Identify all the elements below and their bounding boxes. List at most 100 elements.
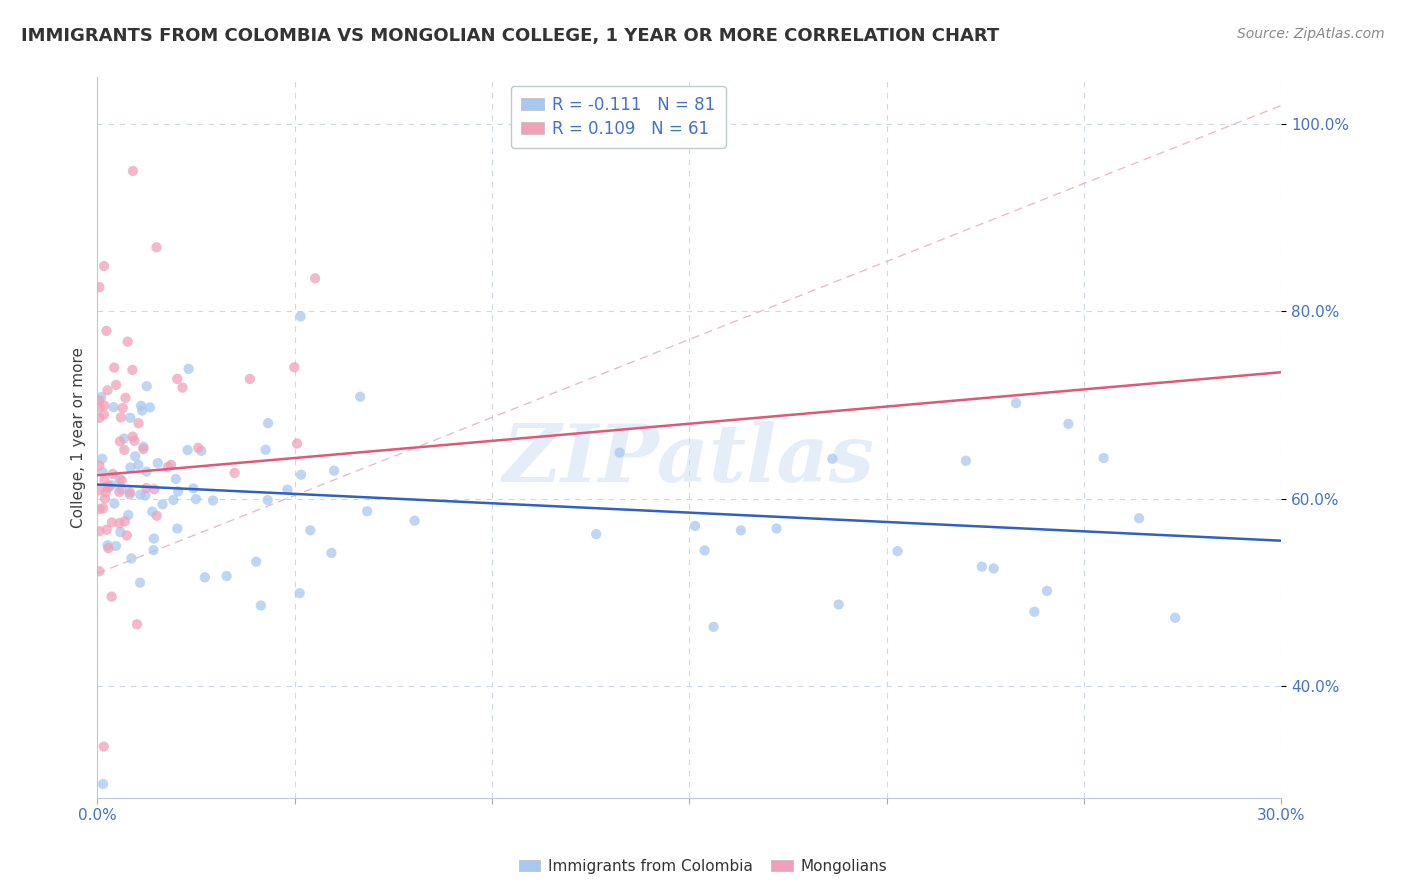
Point: [183, 482, 205, 496]
Point: [104, 539, 127, 553]
Point: [91, 451, 114, 466]
Point: [129, 399, 152, 413]
Legend: R = -0.111   N = 81, R = 0.109   N = 61: R = -0.111 N = 81, R = 0.109 N = 61: [510, 86, 725, 147]
Point: [89, 393, 111, 408]
Point: [96, 324, 118, 338]
Point: [93, 259, 115, 273]
Point: [290, 310, 312, 324]
Point: [124, 434, 146, 448]
Point: [142, 543, 165, 558]
Point: [245, 555, 267, 569]
Point: [134, 488, 156, 502]
Point: [93, 473, 115, 487]
Point: [108, 472, 131, 486]
Point: [165, 472, 187, 486]
Point: [283, 360, 305, 375]
Point: [110, 410, 132, 425]
Point: [89, 564, 111, 578]
Point: [167, 484, 190, 499]
Point: [122, 164, 145, 178]
Text: Source: ZipAtlas.com: Source: ZipAtlas.com: [1237, 27, 1385, 41]
Point: [1024, 605, 1046, 619]
Point: [190, 443, 212, 458]
Point: [250, 599, 273, 613]
Point: [172, 381, 194, 395]
Point: [187, 441, 209, 455]
Point: [145, 240, 167, 254]
Point: [152, 497, 174, 511]
Point: [91, 466, 114, 480]
Point: [827, 598, 849, 612]
Point: [117, 508, 139, 522]
Point: [111, 401, 134, 415]
Point: [93, 399, 115, 413]
Point: [93, 739, 115, 754]
Point: [135, 465, 157, 479]
Point: [886, 544, 908, 558]
Point: [1057, 417, 1080, 431]
Point: [91, 777, 114, 791]
Point: [105, 377, 128, 392]
Point: [110, 525, 132, 540]
Point: [194, 570, 217, 584]
Point: [127, 458, 149, 472]
Point: [89, 401, 111, 415]
Point: [1128, 511, 1150, 525]
Point: [89, 524, 111, 539]
Point: [97, 481, 120, 495]
Point: [108, 434, 131, 449]
Point: [1164, 611, 1187, 625]
Point: [166, 372, 188, 386]
Point: [89, 483, 111, 498]
Point: [96, 523, 118, 537]
Point: [135, 379, 157, 393]
Point: [101, 516, 124, 530]
Point: [585, 527, 607, 541]
Point: [90, 390, 112, 404]
Point: [160, 458, 183, 472]
Point: [349, 390, 371, 404]
Point: [112, 442, 135, 457]
Point: [285, 436, 308, 450]
Point: [89, 410, 111, 425]
Point: [693, 543, 716, 558]
Point: [703, 620, 725, 634]
Point: [132, 442, 155, 457]
Point: [129, 575, 152, 590]
Point: [139, 401, 162, 415]
Point: [100, 590, 122, 604]
Point: [215, 569, 238, 583]
Point: [120, 410, 142, 425]
Point: [114, 514, 136, 528]
Point: [135, 481, 157, 495]
Point: [1092, 450, 1115, 465]
Point: [983, 561, 1005, 575]
Point: [166, 522, 188, 536]
Point: [184, 492, 207, 507]
Point: [89, 458, 111, 473]
Point: [108, 516, 131, 531]
Point: [115, 528, 138, 542]
Point: [103, 496, 125, 510]
Point: [145, 508, 167, 523]
Point: [89, 502, 111, 516]
Point: [131, 403, 153, 417]
Point: [176, 443, 198, 458]
Point: [970, 559, 993, 574]
Point: [730, 524, 752, 538]
Point: [177, 362, 200, 376]
Point: [156, 460, 179, 475]
Point: [143, 482, 166, 496]
Point: [276, 483, 298, 497]
Point: [100, 478, 122, 492]
Point: [404, 514, 426, 528]
Point: [103, 400, 125, 414]
Point: [239, 372, 262, 386]
Point: [103, 360, 125, 375]
Point: [146, 456, 169, 470]
Point: [356, 504, 378, 518]
Point: [323, 464, 346, 478]
Text: ZIPatlas: ZIPatlas: [503, 421, 876, 498]
Y-axis label: College, 1 year or more: College, 1 year or more: [72, 347, 86, 528]
Point: [129, 488, 152, 502]
